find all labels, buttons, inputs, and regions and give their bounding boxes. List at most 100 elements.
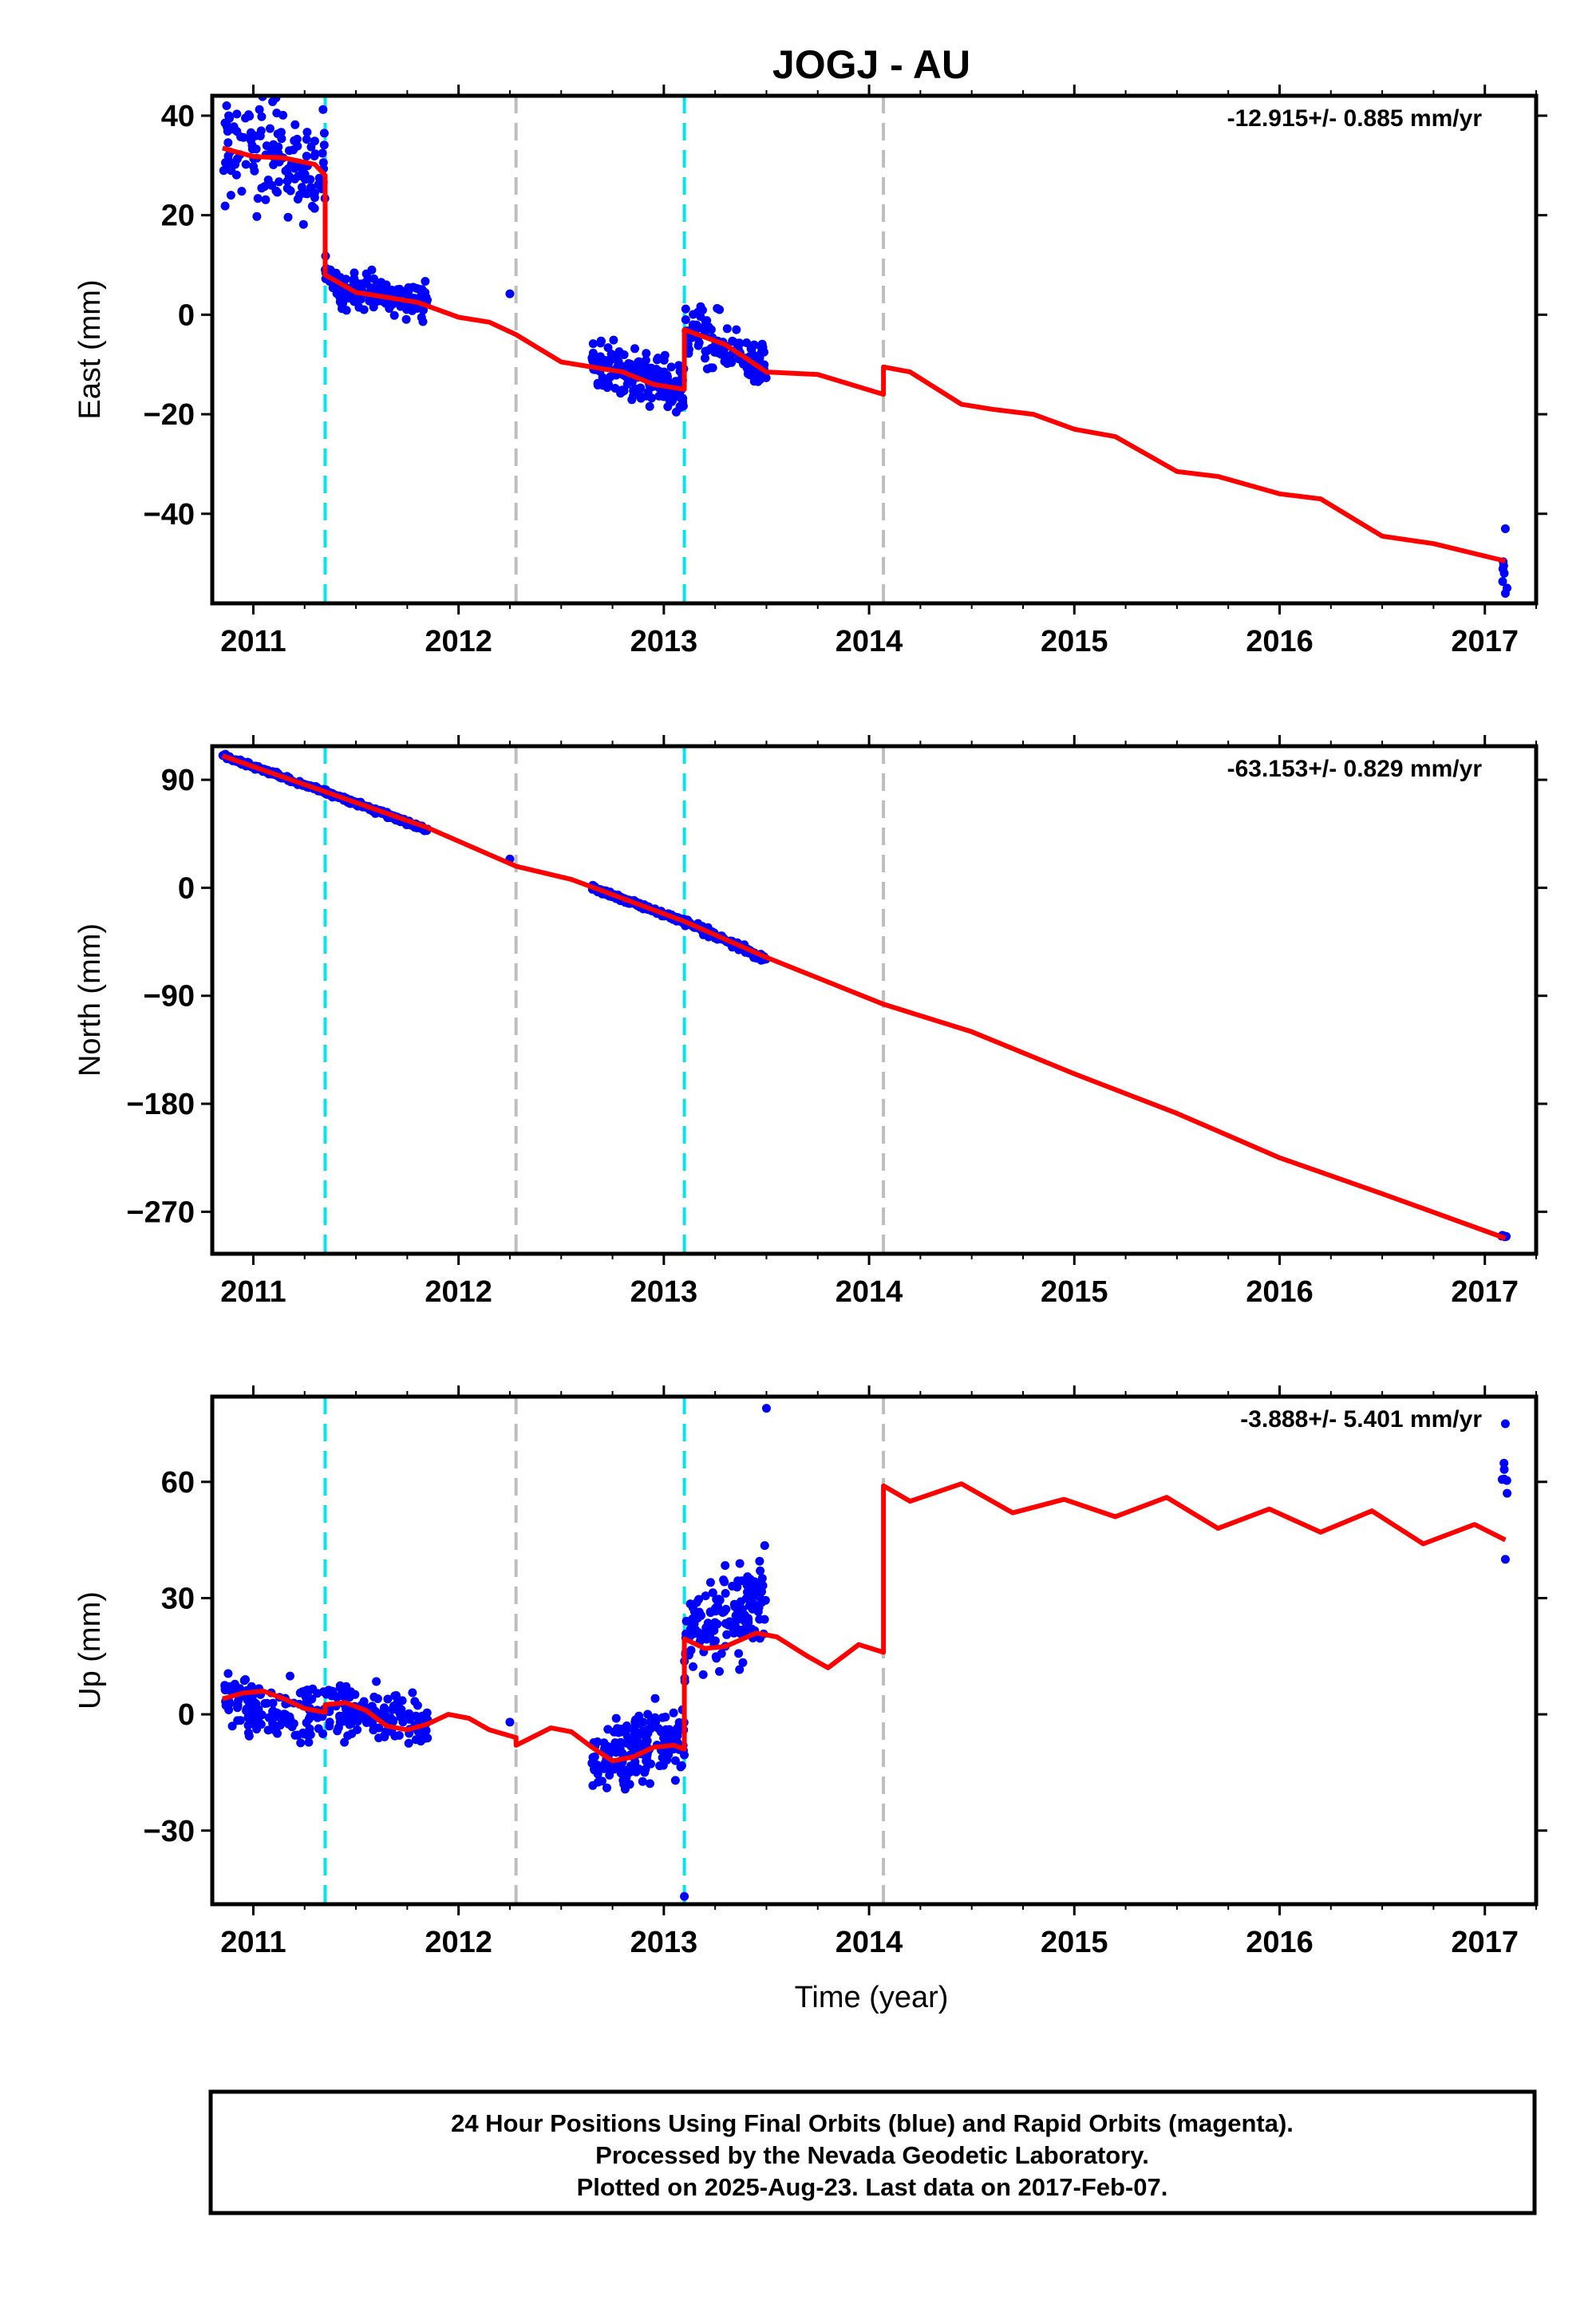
data-point xyxy=(286,1671,294,1681)
data-point xyxy=(340,1737,350,1747)
data-point xyxy=(256,1720,266,1729)
data-point xyxy=(721,1561,730,1571)
plot-area xyxy=(218,746,1511,1254)
data-point xyxy=(743,1617,753,1626)
data-point xyxy=(609,335,618,345)
data-point xyxy=(245,112,255,121)
data-point xyxy=(597,337,606,346)
data-point xyxy=(671,377,681,386)
y-tick-label: 20 xyxy=(161,200,195,233)
data-point xyxy=(225,1686,235,1695)
data-point xyxy=(268,1707,278,1717)
data-point xyxy=(693,307,703,317)
data-point xyxy=(708,363,717,373)
data-point xyxy=(318,158,328,168)
data-point xyxy=(734,1649,744,1658)
panel-east: 40 20 0 −20 −40 2011 2012 2013 2014 2015 2016 2017 E… xyxy=(73,85,1547,658)
x-axis-label: Time (year) xyxy=(795,1981,949,2014)
data-point xyxy=(660,373,670,383)
data-point xyxy=(356,294,365,304)
data-point xyxy=(749,1577,759,1587)
plot-frame xyxy=(210,744,1539,1256)
y-tick-label: 60 xyxy=(161,1466,195,1500)
data-point xyxy=(620,1784,630,1794)
data-point xyxy=(616,1769,626,1778)
data-point xyxy=(757,1598,767,1607)
x-tick-label: 2016 xyxy=(1246,1926,1314,1959)
data-point xyxy=(729,1624,738,1634)
data-point xyxy=(298,219,308,229)
data-point xyxy=(363,274,373,283)
data-point xyxy=(630,1729,640,1737)
data-point xyxy=(283,212,293,222)
data-point xyxy=(408,1688,417,1697)
data-point xyxy=(404,1738,413,1748)
data-point xyxy=(650,1713,660,1722)
footer-box: 24 Hour Positions Using Final Orbits (bl… xyxy=(208,2089,1537,2215)
y-axis-label: Up (mm) xyxy=(73,1591,107,1709)
data-points xyxy=(220,1404,1512,1901)
data-point xyxy=(728,1582,737,1591)
y-tick-label: 90 xyxy=(161,764,195,797)
data-point xyxy=(761,373,771,382)
data-point xyxy=(353,1725,362,1734)
plot-frame xyxy=(210,1394,1539,1907)
data-point xyxy=(733,1606,743,1615)
data-point xyxy=(505,1717,515,1727)
data-point xyxy=(300,188,310,198)
data-point xyxy=(640,1768,650,1777)
x-tick-label: 2014 xyxy=(836,1275,903,1309)
data-point xyxy=(688,320,697,330)
data-point xyxy=(662,1730,672,1740)
data-point xyxy=(338,304,346,314)
data-point xyxy=(227,1721,237,1731)
data-point xyxy=(650,1694,660,1703)
data-point xyxy=(742,1580,752,1590)
data-point xyxy=(629,391,638,401)
data-point xyxy=(610,384,620,393)
x-tick-label: 2017 xyxy=(1451,625,1519,658)
data-point xyxy=(226,191,235,200)
data-point xyxy=(293,195,302,204)
data-point xyxy=(618,385,627,395)
data-point xyxy=(705,1578,715,1587)
data-point xyxy=(310,136,319,146)
data-point xyxy=(677,393,686,403)
data-point xyxy=(299,1729,309,1739)
data-point xyxy=(257,112,267,121)
data-point xyxy=(301,1692,310,1701)
data-point xyxy=(243,1713,253,1721)
data-point xyxy=(377,278,386,287)
data-point xyxy=(588,339,598,349)
data-point xyxy=(383,1694,393,1704)
data-point xyxy=(231,170,241,180)
data-point xyxy=(282,176,292,186)
data-point xyxy=(717,346,727,356)
data-point xyxy=(604,380,613,389)
data-point xyxy=(223,152,233,160)
data-point xyxy=(293,141,302,151)
y-tick-label: 40 xyxy=(161,100,195,133)
data-point xyxy=(1500,1419,1510,1429)
y-tick-label: −180 xyxy=(126,1088,195,1121)
data-point xyxy=(223,1669,233,1678)
data-point xyxy=(606,372,615,381)
footer-line-3: Plotted on 2025-Aug-23. Last data on 201… xyxy=(577,2173,1168,2201)
data-point xyxy=(757,1574,767,1583)
data-point xyxy=(666,362,676,372)
data-point xyxy=(681,304,690,314)
data-point xyxy=(272,109,282,118)
data-point xyxy=(410,1697,420,1706)
data-point xyxy=(759,347,768,357)
data-point xyxy=(698,1670,708,1679)
footer-line-1: 24 Hour Positions Using Final Orbits (bl… xyxy=(451,2109,1294,2137)
data-point xyxy=(1498,577,1507,587)
data-point xyxy=(1499,1464,1509,1474)
data-point xyxy=(421,277,430,286)
data-point xyxy=(273,1729,282,1738)
x-tick-label: 2016 xyxy=(1246,625,1314,658)
data-point xyxy=(605,1770,614,1780)
x-tick-label: 2011 xyxy=(220,1926,286,1959)
panel-up: 60 30 0 −30 2011 2012 2013 2014 2015 2016 2017 Up (… xyxy=(73,1385,1547,1959)
data-point xyxy=(367,265,377,275)
